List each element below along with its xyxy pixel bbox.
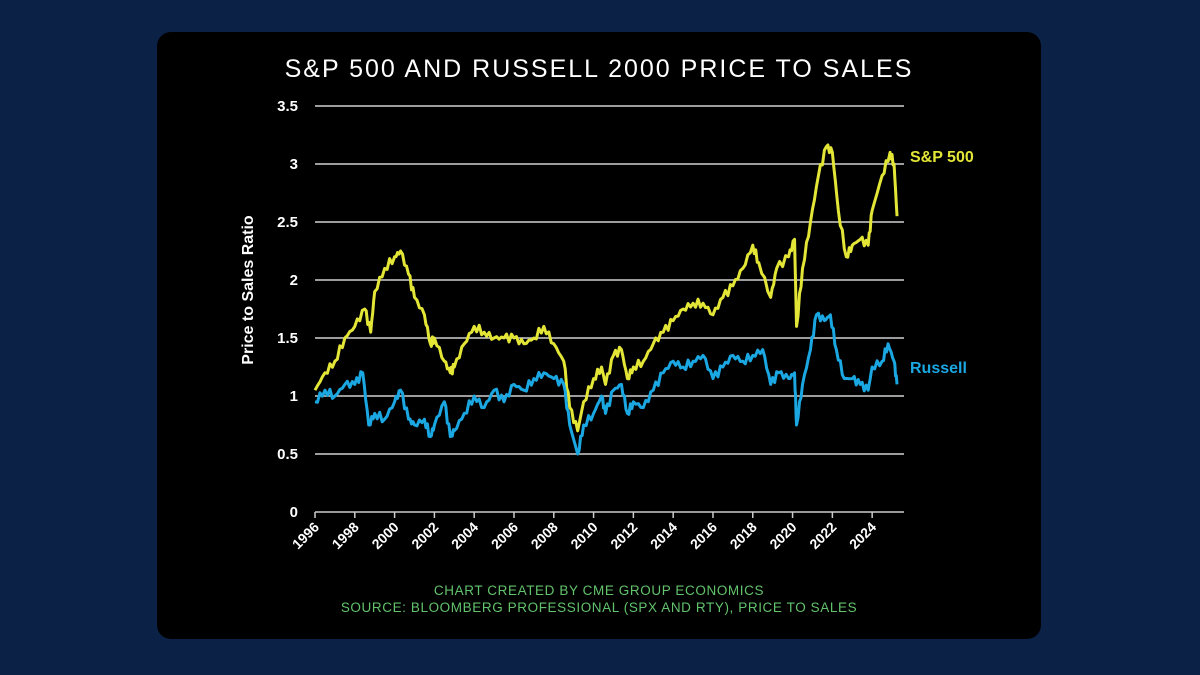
x-tick-label: 2018 [727, 519, 760, 552]
y-tick-label: 0 [290, 504, 298, 521]
y-tick-label: 3.5 [277, 98, 298, 115]
series-line-russell [314, 311, 899, 456]
y-tick-label: 1.5 [277, 330, 298, 347]
x-tick-label: 2010 [567, 519, 600, 552]
chart-card [157, 32, 1041, 639]
x-tick-label: 2014 [647, 519, 680, 552]
y-tick-label: 0.5 [277, 446, 298, 463]
y-tick-label: 2 [290, 272, 298, 289]
x-tick-label: 2020 [766, 519, 799, 552]
x-tick-label: 2006 [488, 519, 521, 552]
x-tick-label: 2004 [448, 519, 481, 552]
x-tick-label: 2000 [368, 519, 401, 552]
y-tick-label: 3 [290, 156, 298, 173]
x-tick-label: 2012 [607, 519, 640, 552]
footer-source: SOURCE: BLOOMBERG PROFESSIONAL (SPX AND … [340, 600, 858, 615]
x-tick-label: 2002 [408, 519, 441, 552]
x-tick-label: 2016 [687, 519, 720, 552]
x-tick-label: 1996 [289, 519, 322, 552]
footer-credit: CHART CREATED BY CME GROUP ECONOMICS [433, 583, 765, 598]
y-axis-label: Price to Sales Ratio [240, 215, 257, 365]
x-tick-label: 2008 [528, 519, 561, 552]
series-label-russell: Russell [910, 360, 967, 377]
x-tick-label: 2024 [846, 519, 879, 552]
y-tick-label: 1 [290, 388, 298, 405]
chart-title: S&P 500 AND RUSSELL 2000 PRICE TO SALES [284, 55, 914, 83]
y-tick-label: 2.5 [277, 214, 298, 231]
x-tick-label: 2022 [806, 519, 839, 552]
series-label-sp500: S&P 500 [910, 149, 974, 166]
x-tick-label: 1998 [329, 519, 362, 552]
series-line-sp500 [313, 143, 899, 433]
